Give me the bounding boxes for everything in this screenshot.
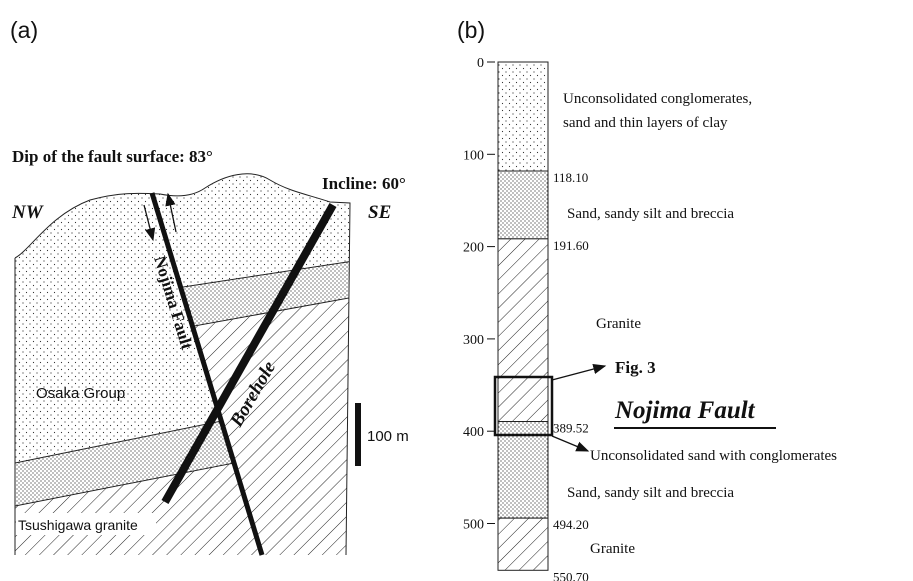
layer-description: Sand, sandy silt and breccia bbox=[567, 206, 734, 222]
tick-label: 100 bbox=[463, 148, 484, 163]
layer-description: Unconsolidated conglomerates, bbox=[563, 91, 752, 107]
dip-label: Dip of the fault surface: 83° bbox=[12, 147, 213, 166]
layer bbox=[498, 62, 548, 171]
tick-label: 500 bbox=[463, 518, 484, 533]
tick-label: 200 bbox=[463, 241, 484, 256]
tick-label: 0 bbox=[477, 56, 484, 71]
se-label: SE bbox=[368, 202, 391, 223]
nw-label: NW bbox=[11, 202, 44, 223]
fault-zone-note: Unconsolidated sand with conglomerates bbox=[590, 448, 837, 464]
unit-label: Tsushigawa granite bbox=[18, 517, 138, 533]
figure: (a) Dip of the fault surface: 83° Inclin… bbox=[0, 0, 913, 581]
panel-label: (a) bbox=[10, 17, 38, 43]
depth-label: 494.20 bbox=[553, 517, 589, 532]
scale-label: 100 m bbox=[367, 428, 409, 445]
note-arrow bbox=[552, 436, 588, 451]
layer bbox=[498, 171, 548, 239]
cross-section bbox=[0, 0, 400, 581]
tick-label: 300 bbox=[463, 333, 484, 348]
depth-label: 550.70 bbox=[553, 569, 589, 581]
layer bbox=[498, 239, 548, 422]
depth-label: 389.52 bbox=[553, 421, 589, 436]
figure-reference: Fig. 3 bbox=[615, 358, 656, 377]
detail-arrow bbox=[552, 366, 605, 380]
depth-label: 191.60 bbox=[553, 238, 589, 253]
incline-label: Incline: 60° bbox=[322, 174, 406, 193]
tick-label: 400 bbox=[463, 425, 484, 440]
depth-label: 118.10 bbox=[553, 170, 588, 185]
layer-description: sand and thin layers of clay bbox=[563, 115, 728, 131]
layer bbox=[498, 518, 548, 570]
fault-label: Nojima Fault bbox=[614, 397, 756, 424]
layer-description: Granite bbox=[590, 541, 635, 557]
panel-label: (b) bbox=[457, 17, 485, 43]
borehole-column bbox=[498, 62, 548, 570]
unit-label: Osaka Group bbox=[36, 385, 125, 402]
layer-description: Granite bbox=[596, 316, 641, 332]
layer-description: Sand, sandy silt and breccia bbox=[567, 485, 734, 501]
